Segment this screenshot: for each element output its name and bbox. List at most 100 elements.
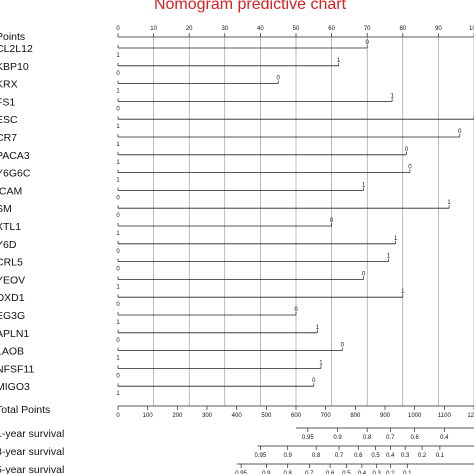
variable-label: YEOV — [0, 274, 25, 286]
variable-level-label: 0 — [458, 129, 462, 135]
variable-level-label: 1 — [116, 356, 120, 362]
variable-level-label: 1 — [116, 160, 120, 166]
variable-level-label: 0 — [116, 106, 120, 112]
survival-tick-label: 0.7 — [386, 435, 395, 441]
variable-level-label: 1 — [116, 124, 120, 130]
variable-label: CRL5 — [0, 257, 23, 269]
points-axis-tick-label: 50 — [293, 26, 300, 32]
total-points-axis-tick-label: 700 — [321, 413, 332, 419]
survival-tick-label: 0.9 — [333, 435, 342, 441]
points-axis-tick-label: 70 — [364, 26, 371, 32]
survival-tick-label: 0.6 — [410, 435, 419, 441]
survival-tick-label: 0.3 — [401, 453, 410, 459]
survival-tick-label: 0.8 — [312, 453, 321, 459]
survival-tick-label: 0.5 — [371, 453, 380, 459]
total-points-axis-tick-label: 200 — [172, 413, 183, 419]
total-points-axis-tick-label: 300 — [202, 413, 213, 419]
variable-level-label: 0 — [330, 218, 334, 224]
variable-level-label: 0 — [405, 147, 409, 153]
variable-level-label: 1 — [116, 142, 120, 148]
total-points-axis-tick-label: 800 — [350, 413, 361, 419]
variable-label: CR7 — [0, 132, 17, 144]
points-axis-tick-label: 0 — [116, 26, 120, 32]
variable-label: CL2L12 — [0, 43, 33, 55]
variable-label: SM — [0, 203, 12, 215]
variable-level-label: 1 — [387, 254, 391, 260]
variable-level-label: 0 — [116, 213, 120, 219]
variable-level-label: 1 — [319, 360, 323, 366]
variable-level-label: 0 — [116, 267, 120, 273]
points-axis-tick-label: 30 — [221, 26, 228, 32]
survival-row-label: 1-year survival — [0, 428, 64, 440]
points-axis-tick-label: 90 — [435, 26, 442, 32]
variable-level-label: 0 — [341, 343, 345, 349]
variable-level-label: 1 — [116, 178, 120, 184]
variable-level-label: 0 — [116, 302, 120, 308]
variable-label: OXD1 — [0, 292, 25, 304]
variable-level-label: 1 — [116, 89, 120, 95]
total-points-axis-tick-label: 100 — [143, 413, 154, 419]
total-points-axis-tick-label: 1000 — [408, 413, 422, 419]
total-points-axis-tick-label: 1200 — [467, 413, 474, 419]
survival-tick-label: 0.2 — [418, 453, 427, 459]
survival-tick-label: 0.9 — [284, 453, 293, 459]
total-points-axis-label: Total Points — [0, 404, 50, 416]
variable-level-label: 0 — [294, 307, 298, 313]
variable-level-label: 1 — [447, 200, 451, 206]
survival-row-label: 3-year survival — [0, 446, 64, 458]
variable-level-label: 1 — [390, 93, 394, 99]
survival-tick-label: 0.4 — [358, 471, 367, 474]
variable-label: LAOB — [0, 346, 24, 358]
survival-tick-label: 0.3 — [373, 471, 382, 474]
variable-level-label: 0 — [366, 40, 370, 46]
points-axis-tick-label: 80 — [399, 26, 406, 32]
survival-tick-label: 0.1 — [403, 471, 412, 474]
total-points-axis-tick-label: 600 — [291, 413, 302, 419]
variable-label: Y6D — [0, 239, 17, 251]
survival-tick-label: 0.95 — [235, 471, 247, 474]
survival-tick-label: 0.1 — [436, 453, 445, 459]
variable-level-label: 0 — [116, 249, 120, 255]
variable-level-label: 1 — [337, 58, 341, 64]
survival-tick-label: 0.7 — [335, 453, 344, 459]
variable-level-label: 1 — [362, 182, 366, 188]
variable-level-label: 1 — [116, 284, 120, 290]
variable-level-label: 0 — [116, 373, 120, 379]
variable-level-label: 1 — [116, 391, 120, 397]
survival-tick-label: 0.8 — [363, 435, 372, 441]
survival-tick-label: 0.6 — [326, 471, 335, 474]
variable-level-label: 1 — [116, 231, 120, 237]
variable-label: NFSF11 — [0, 363, 34, 375]
survival-tick-label: 0.95 — [255, 453, 267, 459]
survival-tick-label: 0.8 — [284, 471, 293, 474]
variable-level-label: 0 — [116, 71, 120, 77]
survival-tick-label: 0.2 — [386, 471, 395, 474]
variable-level-label: 1 — [116, 53, 120, 59]
points-axis-tick-label: 40 — [257, 26, 264, 32]
variable-label: EG3G — [0, 310, 25, 322]
total-points-axis-tick-label: 500 — [261, 413, 272, 419]
survival-tick-label: 0.4 — [386, 453, 395, 459]
survival-tick-label: 0.7 — [305, 471, 314, 474]
survival-tick-label: 0.6 — [354, 453, 363, 459]
points-axis-tick-label: 100 — [469, 26, 474, 32]
points-axis-tick-label: 60 — [328, 26, 335, 32]
variable-label: Y6G6C — [0, 168, 31, 180]
variable-level-label: 1 — [401, 289, 405, 295]
variable-label: ESC — [0, 114, 18, 126]
survival-row-label: 5-year survival — [0, 464, 64, 474]
variable-level-label: 0 — [362, 271, 366, 277]
variable-label: XTL1 — [0, 221, 21, 233]
variable-level-label: 1 — [116, 320, 120, 326]
variable-level-label: 0 — [277, 76, 281, 82]
variable-level-label: 1 — [316, 325, 320, 331]
total-points-axis-tick-label: 900 — [380, 413, 391, 419]
variable-label: KBP10 — [0, 61, 29, 73]
total-points-axis-tick-label: 1100 — [438, 413, 452, 419]
survival-tick-label: 0.9 — [262, 471, 271, 474]
chart-title: Nomogram predictive chart — [153, 0, 347, 13]
points-axis-label: Points — [0, 31, 25, 43]
variable-level-label: 0 — [312, 378, 316, 384]
variable-level-label: 1 — [394, 236, 398, 242]
